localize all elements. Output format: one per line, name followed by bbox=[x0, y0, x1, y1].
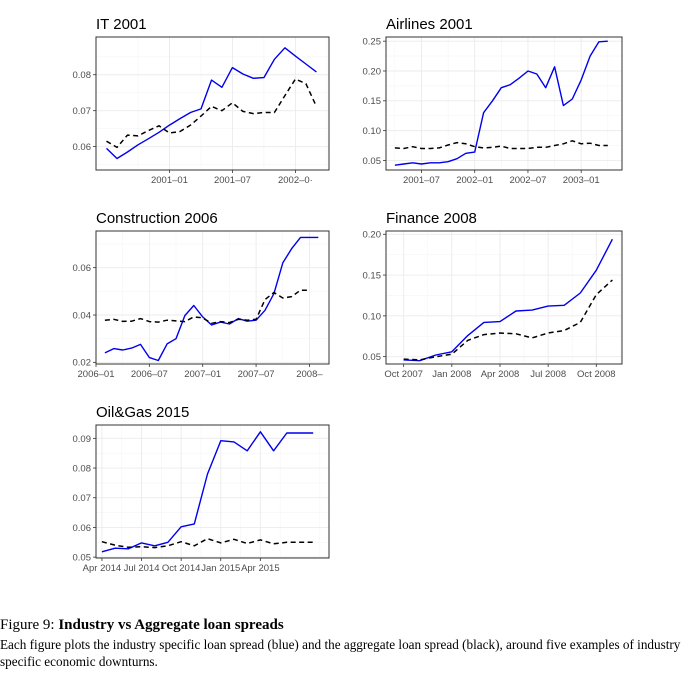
plot-background bbox=[386, 37, 622, 170]
y-tick-label: 0.10 bbox=[363, 311, 382, 322]
caption-text: Each figure plots the industry specific … bbox=[0, 637, 681, 669]
y-tick-label: 0.09 bbox=[73, 434, 92, 445]
y-tick-label: 0.04 bbox=[73, 310, 92, 321]
x-tick-label: 2002–07 bbox=[509, 175, 546, 186]
industry-spread-line bbox=[394, 40, 608, 166]
x-tick-label: Apr 2014 bbox=[83, 563, 122, 574]
y-tick-label: 0.20 bbox=[363, 230, 382, 241]
y-tick-label: 0.05 bbox=[73, 553, 92, 564]
panel-title: Finance 2008 bbox=[386, 210, 477, 227]
plot-frame bbox=[95, 230, 330, 365]
y-tick-label: 0.06 bbox=[73, 263, 92, 274]
x-tick-label: Jul 2014 bbox=[124, 563, 160, 574]
panel-title: Construction 2006 bbox=[96, 210, 218, 227]
x-tick-label: 2001–01 bbox=[151, 175, 188, 186]
industry-spread-line bbox=[101, 431, 314, 553]
y-tick-label: 0.06 bbox=[73, 523, 92, 534]
y-tick-label: 0.02 bbox=[73, 358, 92, 369]
x-tick-label: 2006–07 bbox=[131, 369, 168, 380]
aggregate-spread-line bbox=[106, 78, 318, 149]
x-tick-label: 2006–01 bbox=[78, 369, 115, 380]
figure-panels: IT 2001 0.06 0.07 0.08 2001–01 2001–07 2002–0·… bbox=[73, 16, 623, 574]
plot-background bbox=[96, 37, 329, 170]
plot-background bbox=[96, 231, 329, 364]
x-tick-label: Oct 2007 bbox=[384, 369, 423, 380]
panel-construction-2006: Construction 2006 0.02 0.04 0.06 2006–01 2006… bbox=[73, 210, 330, 380]
panel-airlines-2001: Airlines 2001 0.05 0.10 0.15 0.20 0.25 2001–07… bbox=[363, 16, 623, 186]
x-tick-label: Oct 2008 bbox=[577, 369, 616, 380]
aggregate-spread-line bbox=[101, 537, 314, 549]
y-tick-label: 0.20 bbox=[363, 66, 382, 77]
x-tick-label: Apr 2015 bbox=[241, 563, 280, 574]
y-tick-label: 0.08 bbox=[73, 463, 92, 474]
plot-background bbox=[96, 425, 329, 558]
y-tick-label: 0.15 bbox=[363, 270, 382, 281]
x-tick-label: Apr 2008 bbox=[481, 369, 520, 380]
x-tick-label: Oct 2014 bbox=[162, 563, 201, 574]
caption-title: Industry vs Aggregate loan spreads bbox=[58, 617, 284, 633]
plot-frame bbox=[385, 36, 623, 171]
x-tick-label: Jul 2008 bbox=[530, 369, 566, 380]
panel-finance-2008: Finance 2008 0.05 0.10 0.15 0.20 Oct 2007 Jan … bbox=[363, 210, 623, 380]
panel-it-2001: IT 2001 0.06 0.07 0.08 2001–01 2001–07 2002–0· bbox=[73, 16, 330, 186]
figure-caption: Figure 9: Industry vs Aggregate loan spr… bbox=[0, 616, 690, 670]
aggregate-spread-line bbox=[104, 289, 310, 325]
panel-oilgas-2015: Oil&Gas 2015 0.05 0.06 0.07 0.08 0.09 Apr 2014… bbox=[73, 404, 330, 574]
plot-frame bbox=[95, 36, 330, 171]
x-tick-label: 2007–01 bbox=[184, 369, 221, 380]
panel-title: IT 2001 bbox=[96, 16, 147, 33]
aggregate-spread-line bbox=[403, 279, 613, 361]
x-tick-label: 2001–07 bbox=[214, 175, 251, 186]
y-tick-label: 0.05 bbox=[363, 156, 382, 167]
caption-heading: Figure 9: Industry vs Aggregate loan spr… bbox=[0, 616, 690, 635]
plot-frame bbox=[385, 230, 623, 365]
x-tick-label: 2008– bbox=[296, 369, 323, 380]
y-tick-label: 0.06 bbox=[73, 142, 92, 153]
x-tick-label: Jan 2015 bbox=[201, 563, 240, 574]
plot-frame bbox=[95, 424, 330, 559]
x-tick-label: Jan 2008 bbox=[432, 369, 471, 380]
y-tick-label: 0.07 bbox=[73, 106, 92, 117]
y-tick-label: 0.05 bbox=[363, 352, 382, 363]
x-tick-label: 2007–07 bbox=[238, 369, 275, 380]
y-tick-label: 0.25 bbox=[363, 37, 382, 48]
industry-spread-line bbox=[106, 47, 317, 160]
caption-label: Figure 9: bbox=[0, 617, 55, 633]
x-tick-label: 2003–01 bbox=[563, 175, 600, 186]
y-tick-label: 0.08 bbox=[73, 70, 92, 81]
x-tick-label: 2002–0· bbox=[278, 175, 313, 186]
x-tick-label: 2001–07 bbox=[403, 175, 440, 186]
industry-spread-line bbox=[403, 238, 614, 362]
y-tick-label: 0.10 bbox=[363, 126, 382, 137]
y-tick-label: 0.07 bbox=[73, 493, 92, 504]
panel-title: Airlines 2001 bbox=[386, 16, 473, 33]
y-tick-label: 0.15 bbox=[363, 96, 382, 107]
industry-spread-line bbox=[104, 236, 319, 362]
x-tick-label: 2002–01 bbox=[456, 175, 493, 186]
aggregate-spread-line bbox=[394, 140, 608, 150]
panel-title: Oil&Gas 2015 bbox=[96, 404, 189, 421]
plot-background bbox=[386, 231, 622, 364]
